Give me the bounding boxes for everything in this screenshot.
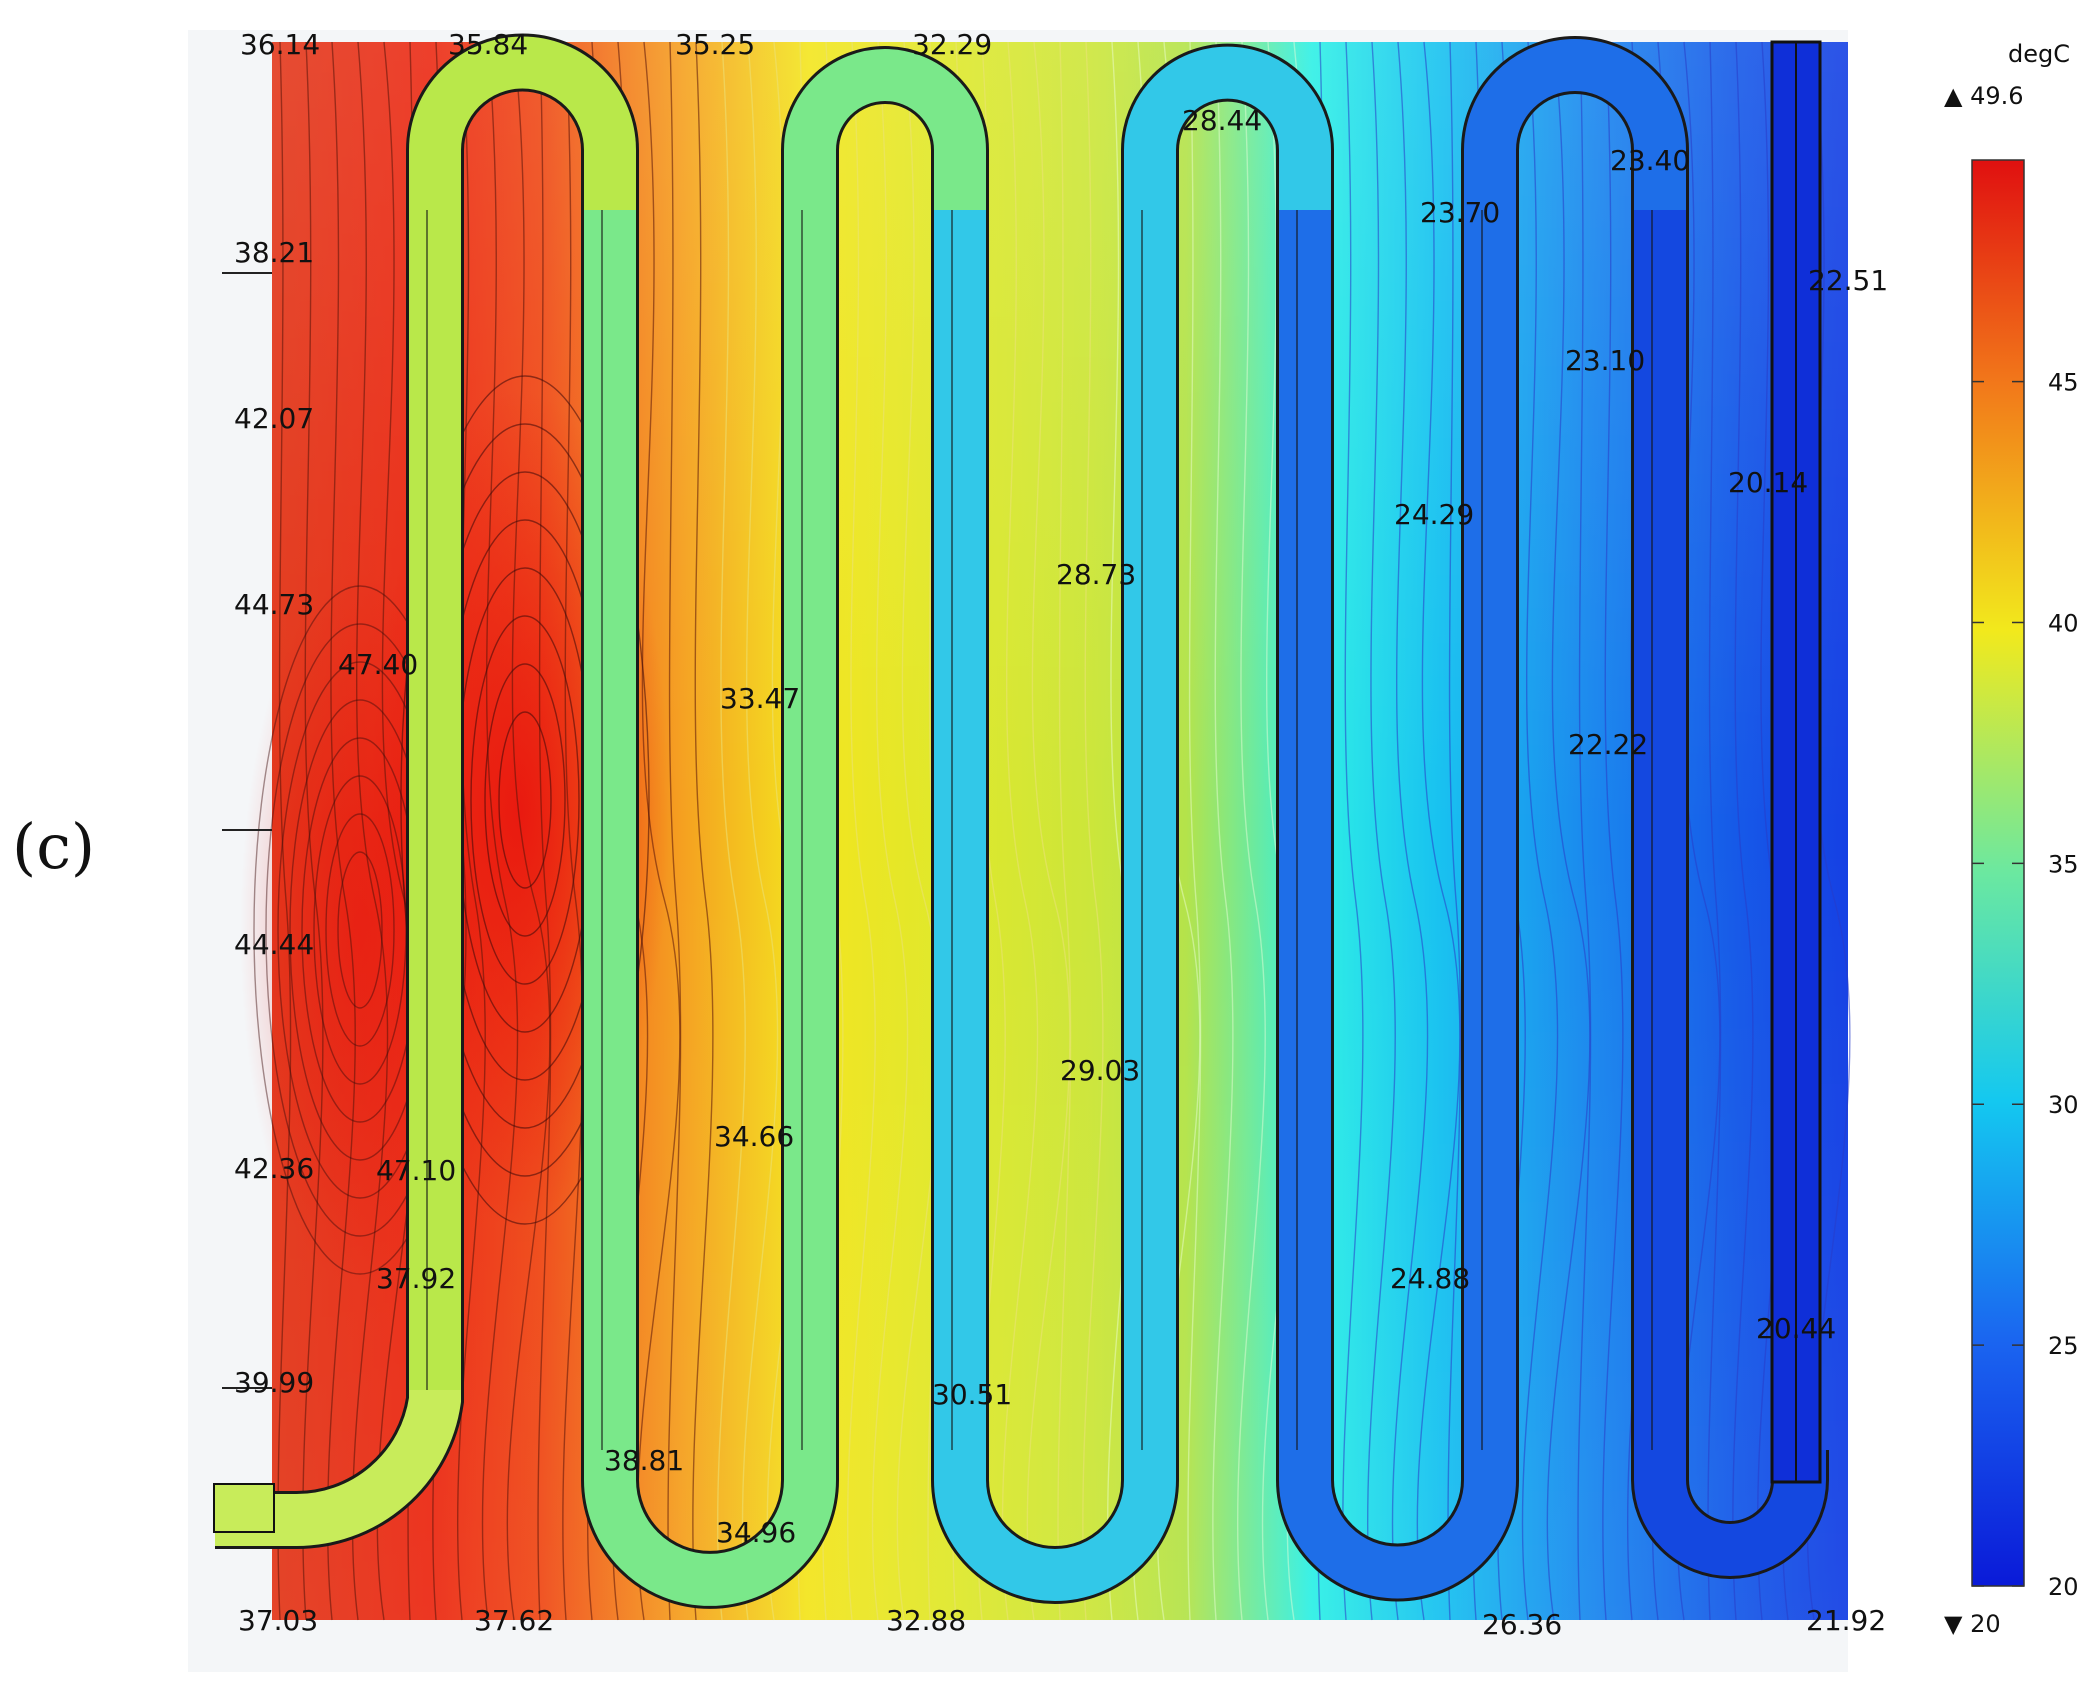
- temp-label-t-mid-3: 33.47: [720, 682, 800, 715]
- temp-label-t-mid-4: 22.22: [1568, 728, 1648, 761]
- colorbar: degC ▲ 49.6 20 25 30 35 40 45 ▼ 20: [1944, 40, 2079, 1638]
- colorbar-min-marker: ▼ 20: [1944, 1610, 2001, 1638]
- temp-label-t-mid-5: 29.03: [1060, 1054, 1140, 1087]
- colorbar-tick-label: 25: [2048, 1332, 2079, 1360]
- temp-label-t-bot-2: 37.62: [474, 1604, 554, 1637]
- temp-label-t-right-low: 20.44: [1756, 1312, 1836, 1345]
- colorbar-tick-label: 45: [2048, 369, 2079, 397]
- temp-label-t-inlet-1: 47.40: [338, 648, 418, 681]
- temp-label-t-inlet-2: 47.10: [376, 1154, 456, 1187]
- temp-label-t-top-3: 35.25: [675, 28, 755, 61]
- temp-label-t-left-2: 42.07: [234, 402, 314, 435]
- colorbar-tick-label: 40: [2048, 609, 2079, 637]
- temp-label-t-u4-mid: 23.10: [1565, 344, 1645, 377]
- temp-label-t-left-3: 44.73: [234, 588, 314, 621]
- temp-label-t-top-2: 35.84: [448, 28, 528, 61]
- contour-lines: [253, 41, 1851, 1621]
- temp-label-t-top-4: 32.29: [912, 28, 992, 61]
- temp-label-t-u4-top-l: 23.70: [1420, 196, 1500, 229]
- temp-label-t-mid-6: 34.66: [714, 1120, 794, 1153]
- temp-label-t-u4-top-r: 23.40: [1610, 144, 1690, 177]
- temp-label-t-mid-7: 24.88: [1390, 1262, 1470, 1295]
- temp-label-t-right-mid: 20.14: [1728, 466, 1808, 499]
- temp-label-t-right-top: 22.51: [1808, 264, 1888, 297]
- temp-label-t-left-4: 44.44: [234, 928, 314, 961]
- temp-label-t-inlet-3: 37.92: [376, 1262, 456, 1295]
- temp-label-t-bot-5: 21.92: [1806, 1604, 1886, 1637]
- temp-label-t-bot-1: 37.03: [238, 1604, 318, 1637]
- temp-label-t-bot-bend-1: 38.81: [604, 1444, 684, 1477]
- temp-label-t-left-1: 38.21: [234, 236, 314, 269]
- colorbar-unit: degC: [2008, 40, 2070, 68]
- temp-label-t-mid-1: 24.29: [1394, 498, 1474, 531]
- colorbar-tick-label: 30: [2048, 1091, 2079, 1119]
- left-edge-ticks: [222, 272, 272, 1389]
- temp-label-t-left-6: 39.99: [234, 1366, 314, 1399]
- colorbar-max-marker: ▲ 49.6: [1944, 82, 2024, 110]
- temp-label-t-bot-4: 26.36: [1482, 1608, 1562, 1641]
- colorbar-gradient: [1971, 159, 2025, 1587]
- temp-label-t-bot-3: 32.88: [886, 1604, 966, 1637]
- temp-label-t-mid-8: 30.51: [932, 1378, 1012, 1411]
- temperature-labels: 36.14 35.84 35.25 32.29 28.44 23.40 23.70 22.51…: [234, 28, 1888, 1641]
- serpentine-pipe: [213, 33, 1829, 1609]
- temp-label-t-u3-top: 28.44: [1182, 104, 1262, 137]
- colorbar-tick-label: 35: [2048, 850, 2079, 878]
- temp-label-t-left-5: 42.36: [234, 1152, 314, 1185]
- temp-label-t-mid-2: 28.73: [1056, 558, 1136, 591]
- figure-label: (c): [12, 810, 96, 883]
- temp-label-t-bot-bend-2: 34.96: [716, 1516, 796, 1549]
- colorbar-tick-label: 20: [2048, 1573, 2079, 1601]
- temp-label-t-top-1: 36.14: [240, 28, 320, 61]
